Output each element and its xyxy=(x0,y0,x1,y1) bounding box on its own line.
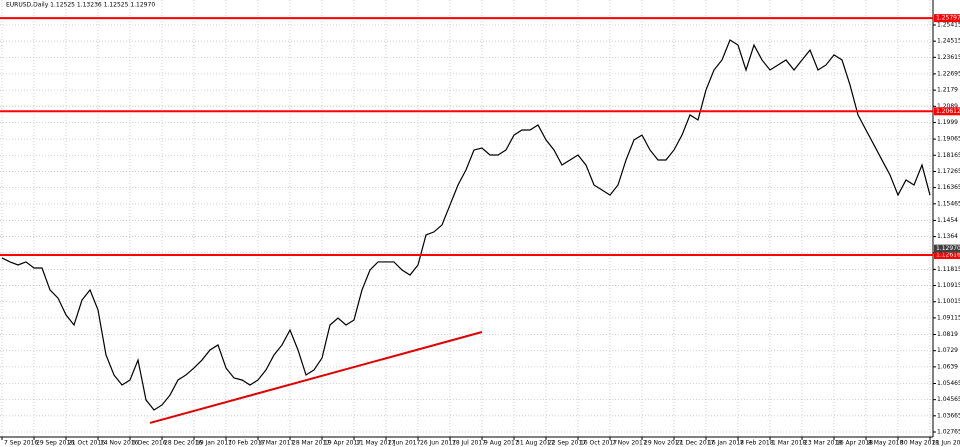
y-tick-label: 1.11815 xyxy=(937,266,960,273)
y-tick-label: 1.2089 xyxy=(937,103,958,110)
x-tick-label: 14 Nov 2016 xyxy=(100,440,139,447)
y-tick-label: 1.05465 xyxy=(937,380,960,387)
y-tick-label: 1.18165 xyxy=(937,152,960,159)
x-tick-label: 21 Dec 2017 xyxy=(676,440,715,447)
y-tick-label: 1.24515 xyxy=(937,38,960,45)
x-tick-label: 7 Sep 2016 xyxy=(4,440,38,447)
x-tick-label: 18 Jul 2017 xyxy=(452,440,486,447)
x-tick-label: 7 Nov 2017 xyxy=(612,440,647,447)
y-tick-label: 1.10015 xyxy=(937,298,960,305)
x-tick-label: 28 Mar 2017 xyxy=(292,440,330,447)
current-price-box xyxy=(934,244,960,253)
x-tick-label: 19 Apr 2017 xyxy=(324,440,361,447)
x-tick-label: 9 Aug 2017 xyxy=(484,440,519,447)
x-tick-label: 10 Feb 2017 xyxy=(228,440,266,447)
y-tick-label: 1.17265 xyxy=(937,168,960,175)
x-tick-label: 30 May 2018 xyxy=(900,440,939,447)
x-tick-label: 28 Dec 2016 xyxy=(164,440,203,447)
y-tick-label: 1.22695 xyxy=(937,70,960,77)
y-tick-label: 1.25415 xyxy=(937,21,960,28)
y-tick-label: 1.16365 xyxy=(937,184,960,191)
y-tick-label: 1.23615 xyxy=(937,54,960,61)
x-tick-label: 22 Sep 2017 xyxy=(548,440,586,447)
level-label-box xyxy=(934,14,960,23)
y-tick-label: 1.19065 xyxy=(937,136,960,143)
current-price-label: 1.12970 xyxy=(936,245,960,252)
y-tick-label: 1.0639 xyxy=(937,363,958,370)
x-tick-label: 23 Mar 2018 xyxy=(804,440,842,447)
x-tick-label: 2 Jun 2017 xyxy=(388,440,420,447)
x-tick-label: 19 Jan 2017 xyxy=(196,440,232,447)
level-label-box xyxy=(934,107,960,116)
y-tick-label: 1.1454 xyxy=(937,217,958,224)
x-tick-label: 21 Jun 2018 xyxy=(932,440,960,447)
trendline xyxy=(149,331,483,424)
x-tick-label: 16 Oct 2017 xyxy=(580,440,617,447)
x-tick-label: 7 Feb 2018 xyxy=(740,440,774,447)
x-tick-label: 11 May 2017 xyxy=(356,440,395,447)
y-tick-label: 1.02765 xyxy=(937,429,960,436)
level-label: 1.20612 xyxy=(936,108,960,115)
x-tick-label: 6 Mar 2017 xyxy=(260,440,294,447)
x-tick-label: 16 Apr 2018 xyxy=(836,440,873,447)
x-tick-label: 29 Nov 2017 xyxy=(644,440,683,447)
y-tick-label: 1.0819 xyxy=(937,331,958,338)
x-tick-label: 8 May 2018 xyxy=(868,440,903,447)
y-tick-label: 1.1364 xyxy=(937,233,958,240)
x-tick-label: 21 Oct 2016 xyxy=(68,440,105,447)
y-tick-label: 1.03665 xyxy=(937,412,960,419)
y-tick-label: 1.10915 xyxy=(937,282,960,289)
x-tick-label: 16 Jan 2018 xyxy=(708,440,744,447)
y-tick-label: 1.1999 xyxy=(937,119,958,126)
y-tick-label: 1.15465 xyxy=(937,200,960,207)
x-tick-label: 31 Aug 2017 xyxy=(516,440,555,447)
x-tick-label: 29 Sep 2016 xyxy=(36,440,74,447)
y-tick-label: 1.09115 xyxy=(937,314,960,321)
chart-title: EURUSD,Daily 1.12525 1.13236 1.12525 1.1… xyxy=(6,2,155,9)
x-tick-label: 26 Jun 2017 xyxy=(420,440,456,447)
y-tick-label: 1.04565 xyxy=(937,396,960,403)
y-tick-label: 1.0729 xyxy=(937,347,958,354)
y-tick-label: 1.2179 xyxy=(937,87,958,94)
x-tick-label: 1 Mar 2018 xyxy=(772,440,806,447)
price-line xyxy=(1,39,931,411)
level-label: 1.12616 xyxy=(936,251,960,258)
level-label: 1.25797 xyxy=(936,15,960,22)
level-label-box xyxy=(934,250,960,259)
x-tick-label: 6 Dec 2016 xyxy=(132,440,167,447)
